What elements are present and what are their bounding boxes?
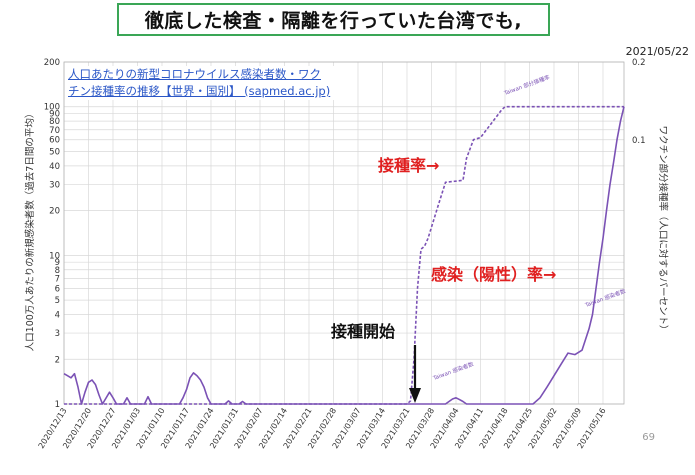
- y-tick-label: 20: [49, 207, 60, 217]
- annotations: 接種率→ 感染（陽性）率→ 接種開始 Taiwan 部分接種率 Taiwan 感染者数 T…: [331, 73, 627, 403]
- y-axis-right-label: ワクチン部分接種率（人口に対するパーセント）: [657, 125, 669, 334]
- y-tick-label: 70: [49, 126, 60, 136]
- annotation-vaccination-rate: 接種率→: [378, 156, 439, 175]
- y-tick-label: 2: [55, 355, 60, 365]
- y-axis-right: 0.1 0.2 ワクチン部分接種率（人口に対するパーセント）: [632, 58, 669, 335]
- y-tick-label: 80: [49, 117, 60, 127]
- y-tick-label: 6: [55, 284, 60, 294]
- y-tick-label: 7: [55, 274, 60, 284]
- y-tick-label: 40: [49, 162, 60, 172]
- y-axis-left-label: 人口100万人あたりの新規感染者数（過去7日間の平均）: [24, 109, 36, 352]
- y-tick-label: 90: [49, 110, 60, 120]
- y-tick-label: 10: [49, 251, 60, 261]
- page-number: 69: [642, 432, 655, 443]
- series-label-vaccination: Taiwan 部分接種率: [502, 73, 551, 97]
- y-tick-label: 9: [55, 258, 60, 268]
- y-tick-label: 5: [55, 296, 60, 306]
- chart-title-link[interactable]: 人口あたりの新型コロナウイルス感染者数・ワク チン接種率の推移【世界・国別】 (…: [68, 66, 348, 100]
- annotation-vaccination-start: 接種開始: [331, 322, 395, 341]
- y-tick-label: 1: [55, 400, 60, 410]
- series-vaccination-line: [64, 105, 624, 405]
- date-label: 2021/05/22: [625, 45, 689, 58]
- slide-title-banner: 徹底した検査・隔離を行っていた台湾でも,: [117, 3, 550, 36]
- y-tick-label: 50: [49, 147, 60, 157]
- y-tick-label: 4: [55, 311, 60, 321]
- y-tick-label: 30: [49, 180, 60, 190]
- grid: [63, 61, 625, 405]
- x-axis: 2020/12/132020/12/202020/12/272021/01/03…: [37, 406, 608, 450]
- y-tick-label: 100: [44, 103, 60, 113]
- y-tick-label: 8: [55, 266, 60, 276]
- series-layer: [63, 105, 625, 405]
- right-y-tick-label: 0.1: [632, 136, 646, 146]
- right-y-tick-label: 0.2: [632, 58, 646, 68]
- series-label-cases-1: Taiwan 感染者数: [431, 360, 475, 383]
- chart-title-line-1: 人口あたりの新型コロナウイルス感染者数・ワク: [68, 67, 321, 81]
- y-tick-label: 60: [49, 136, 60, 146]
- y-tick-label: 3: [55, 329, 60, 339]
- series-label-cases-2: Taiwan 感染者数: [583, 287, 627, 310]
- annotation-infection-rate: 感染（陽性）率→: [431, 265, 556, 284]
- annotation-arrow-head: [409, 388, 421, 403]
- chart-title-line-2: チン接種率の推移【世界・国別】 (sapmed.ac.jp): [68, 84, 331, 98]
- slide-title: 徹底した検査・隔離を行っていた台湾でも,: [144, 10, 523, 32]
- y-tick-label: 200: [44, 58, 60, 68]
